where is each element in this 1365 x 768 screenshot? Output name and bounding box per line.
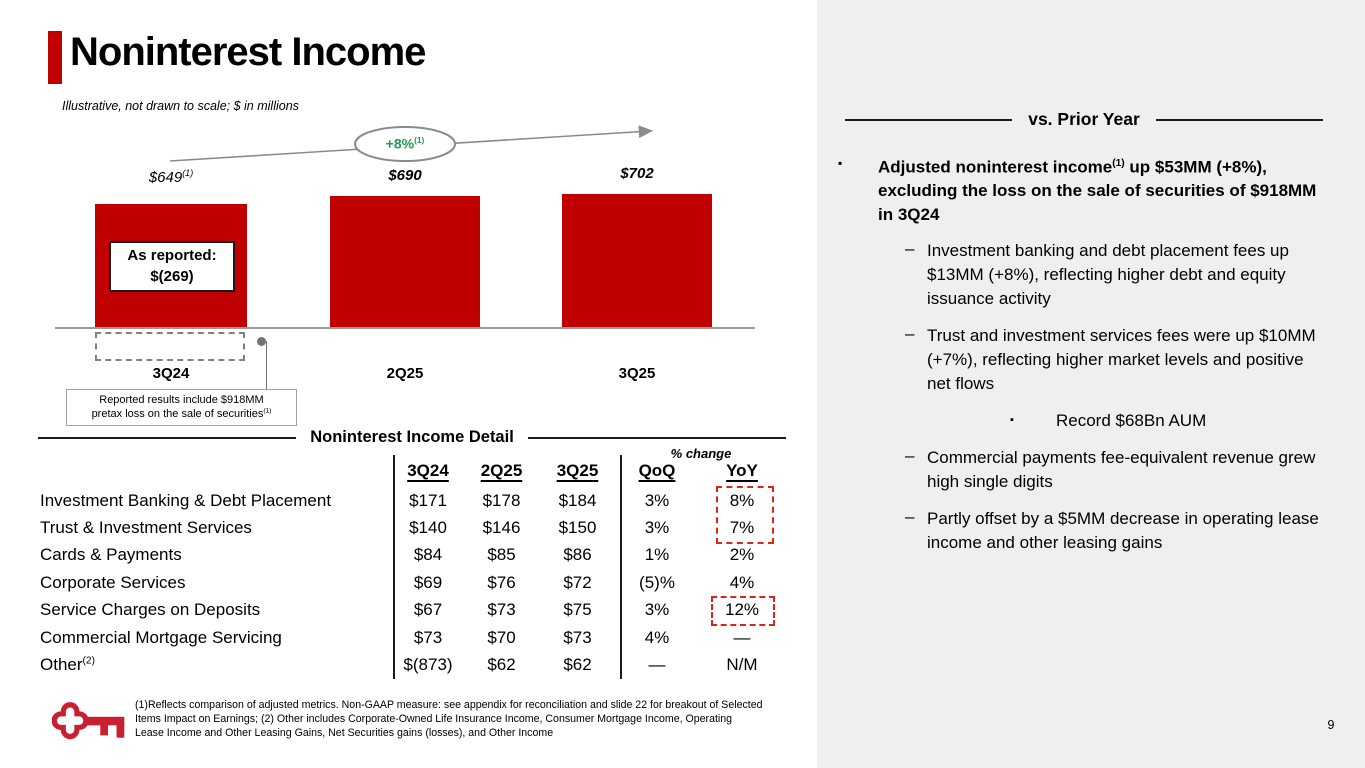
table-row: Commercial Mortgage Servicing $73 $70 $73 4… <box>40 627 751 647</box>
footnotes: (1)Reflects comparison of adjusted metri… <box>135 699 817 740</box>
dash-bullet-icon: – <box>905 507 915 527</box>
keybank-logo-icon <box>52 702 125 740</box>
square-bullet-icon: ▪ <box>1010 414 1014 427</box>
panel-heading: vs. Prior Year <box>845 109 1323 130</box>
bar-value-3q24: $649(1) <box>148 168 194 186</box>
col-3q25: 3Q25 <box>556 461 599 480</box>
as-reported-value: $(269) <box>150 267 194 285</box>
table-row: Service Charges on Deposits $67 $73 $75 3% 1… <box>40 600 760 620</box>
yoy-highlight-box-2 <box>711 596 775 626</box>
table-divider-right <box>620 455 622 679</box>
sub-bullet: – Commercial payments fee-equivalent rev… <box>905 446 1320 494</box>
col-3q24: 3Q24 <box>407 461 449 480</box>
sub-bullet: – Investment banking and debt placement … <box>905 239 1320 311</box>
trend-arrow <box>169 125 654 162</box>
x-label-3q25: 3Q25 <box>618 365 656 382</box>
chart-baseline <box>55 327 755 329</box>
trend-growth-label: +8%(1) <box>355 135 455 152</box>
col-qoq: QoQ <box>638 461 676 480</box>
col-2q25: 2Q25 <box>480 461 523 480</box>
table-row: Other(2) $(873) $62 $62— N/M <box>40 655 758 675</box>
dash-bullet-icon: – <box>905 239 915 259</box>
table-heading: Noninterest Income Detail <box>38 428 787 447</box>
bar-value-3q25: $702 <box>620 165 654 182</box>
panel-rule-left <box>845 118 1013 121</box>
table-row: Trust & Investment Services $140 $146 $150… <box>40 518 755 538</box>
title-accent-bar <box>48 31 62 84</box>
footnote-line3: Lease Income and Other Leasing Gains, Ne… <box>135 726 554 739</box>
trend-growth-footnote-ref: (1) <box>414 135 425 145</box>
callout-connector <box>265 341 267 390</box>
page-title: Noninterest Income <box>70 30 426 74</box>
vs-prior-year-panel <box>817 0 1365 768</box>
square-bullet-icon: ▪ <box>838 156 843 170</box>
panel-bullets: ▪ Adjusted noninterest income(1) up $53M… <box>838 152 1320 555</box>
panel-rule-right <box>1155 118 1323 121</box>
as-reported-label: As reported: <box>127 247 217 265</box>
dash-bullet-icon: – <box>905 324 915 344</box>
sub-bullet: – Partly offset by a $5MM decrease in op… <box>905 507 1320 555</box>
callout-line2: pretax loss on the sale of securities(1) <box>91 407 272 421</box>
heading-rule-left <box>38 436 297 439</box>
table-title: Noninterest Income Detail <box>310 428 514 446</box>
panel-title: vs. Prior Year <box>1028 109 1140 129</box>
main-bullet: ▪ Adjusted noninterest income(1) up $53M… <box>838 152 1320 226</box>
pct-change-label: % change <box>670 446 732 461</box>
main-bullet-text: Adjusted noninterest income(1) up $53MM … <box>878 157 1317 224</box>
bar-value-2q25: $690 <box>388 167 422 184</box>
col-yoy: YoY <box>726 461 758 480</box>
reported-results-callout: Reported results include $918MM pretax l… <box>66 389 297 426</box>
yoy-highlight-box-1 <box>716 486 774 544</box>
heading-rule-right <box>527 436 787 439</box>
bar-2q25 <box>330 196 480 327</box>
trend-growth-value: +8% <box>385 135 415 152</box>
sub-bullet: – Trust and investment services fees wer… <box>905 324 1320 396</box>
footnote-line2: Items Impact on Earnings; (2) Other incl… <box>135 712 733 725</box>
as-reported-box: As reported: $(269) <box>109 241 235 292</box>
chart-disclaimer: Illustrative, not drawn to scale; $ in m… <box>62 99 299 113</box>
callout-dot <box>257 337 266 346</box>
reported-loss-ghost-box <box>95 332 245 361</box>
noninterest-income-detail-table: 3Q24 2Q25 3Q25 QoQ YoY Investment Bankin… <box>40 461 786 679</box>
table-row: Cards & Payments $84 $85 $86 1% 2% <box>40 545 755 565</box>
page-number: 9 <box>1327 718 1335 732</box>
table-divider-left <box>393 455 395 679</box>
table-row: Corporate Services $69 $76 $72 (5)% 4% <box>40 572 755 592</box>
bar-3q25 <box>562 194 712 327</box>
callout-line1: Reported results include $918MM <box>99 394 264 406</box>
footnote-line1: (1)Reflects comparison of adjusted metri… <box>135 699 763 711</box>
x-label-2q25: 2Q25 <box>386 365 424 382</box>
x-label-3q24: 3Q24 <box>152 365 190 382</box>
dash-bullet-icon: – <box>905 446 915 466</box>
table-row: Investment Banking & Debt Placement $171… <box>40 490 755 510</box>
nested-bullet: ▪ Record $68Bn AUM <box>1010 409 1320 433</box>
table-header-row: 3Q24 2Q25 3Q25 QoQ YoY <box>40 461 786 487</box>
